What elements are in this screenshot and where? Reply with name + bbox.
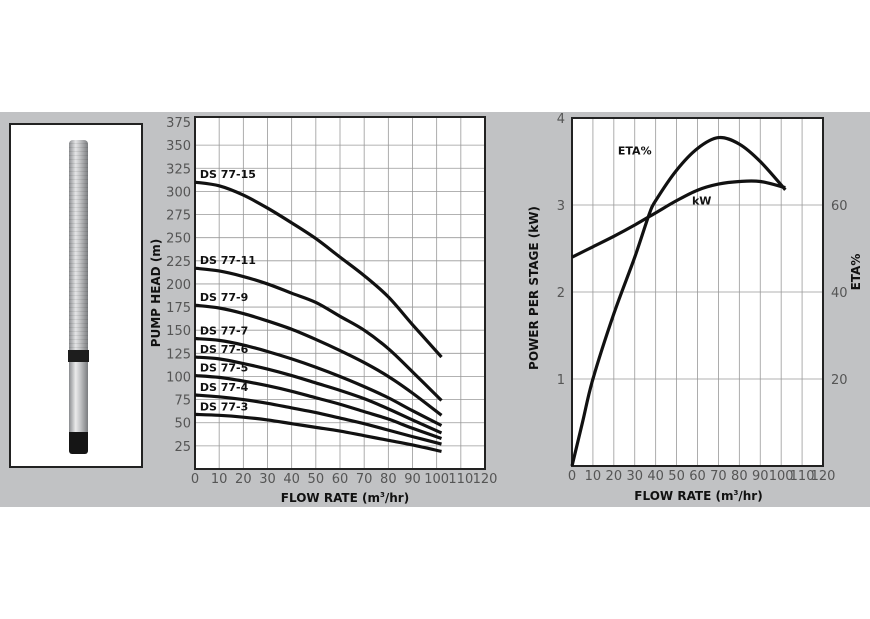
y2-tick-label: 60 — [831, 199, 848, 214]
pump-collar — [68, 350, 89, 362]
y-tick-label: 4 — [557, 112, 565, 127]
x-tick-label: 90 — [404, 472, 421, 487]
series-line-ds-77-7 — [194, 336, 443, 427]
x-tick-label: 60 — [689, 469, 706, 484]
y-tick-label: 1 — [557, 373, 565, 388]
x-tick-label: 30 — [259, 472, 276, 487]
y2-tick-label: 20 — [831, 373, 848, 388]
y-tick-label: 25 — [174, 440, 191, 455]
y-tick-label: 200 — [166, 278, 191, 293]
y-tick-label: 175 — [166, 301, 191, 316]
series-line-ds-77-6 — [194, 355, 443, 435]
series-line-ds-77-5 — [194, 373, 443, 440]
y-tick-label: 150 — [166, 324, 191, 339]
series-line-eta — [570, 135, 787, 467]
y2-tick-label: 40 — [831, 286, 848, 301]
submersible-pump-image — [68, 140, 89, 454]
x-tick-label: 120 — [473, 472, 498, 487]
pump-body — [69, 140, 88, 352]
y-tick-label: 225 — [166, 255, 191, 270]
x-tick-label: 80 — [731, 469, 748, 484]
pump-photo — [9, 123, 143, 468]
y-tick-label: 125 — [166, 347, 191, 362]
y-tick-label: 2 — [557, 286, 565, 301]
x-tick-label: 10 — [585, 469, 602, 484]
series-line-ds-77-4 — [194, 393, 442, 446]
x-tick-label: 70 — [356, 472, 373, 487]
y-axis-title: POWER PER STAGE (kW) — [527, 206, 541, 370]
y-tick-label: 100 — [166, 370, 191, 385]
x-tick-label: 20 — [606, 469, 623, 484]
x-tick-label: 100 — [769, 469, 794, 484]
series-line-ds-77-15 — [194, 180, 443, 359]
x-tick-label: 110 — [448, 472, 473, 487]
series-label: DS 77-15 — [200, 168, 256, 181]
x-axis-title: FLOW RATE (m3/hr) — [634, 489, 762, 503]
x-tick-label: 120 — [811, 469, 836, 484]
series-label: DS 77-11 — [200, 254, 256, 267]
x-tick-label: 80 — [380, 472, 397, 487]
x-tick-label: 50 — [668, 469, 685, 484]
x-tick-label: 70 — [710, 469, 727, 484]
x-tick-label: 60 — [332, 472, 349, 487]
series-label: kW — [692, 195, 711, 208]
motor-body — [69, 362, 88, 434]
series-line-ds-77-3 — [194, 412, 442, 453]
series-label: DS 77-5 — [200, 362, 248, 375]
y-tick-label: 3 — [557, 199, 565, 214]
motor-base — [69, 432, 88, 454]
y-tick-label: 50 — [174, 417, 191, 432]
plot-frame — [571, 117, 824, 467]
y-tick-label: 275 — [166, 209, 191, 224]
x-tick-label: 30 — [626, 469, 643, 484]
series-line-ds-77-11 — [194, 266, 443, 402]
y-tick-label: 375 — [166, 116, 191, 131]
x-tick-label: 100 — [424, 472, 449, 487]
y-axis-title: PUMP HEAD (m) — [149, 239, 163, 348]
y-tick-label: 300 — [166, 185, 191, 200]
y-tick-label: 250 — [166, 232, 191, 247]
series-label: DS 77-3 — [200, 400, 248, 413]
plot-frame — [194, 116, 486, 470]
y2-axis-title: ETA% — [849, 254, 863, 291]
x-tick-label: 20 — [235, 472, 252, 487]
x-axis-title: FLOW RATE (m3/hr) — [281, 491, 409, 505]
series-label: ETA% — [618, 145, 652, 158]
x-tick-label: 0 — [191, 472, 199, 487]
series-label: DS 77-9 — [200, 291, 248, 304]
series-line-ds-77-9 — [194, 303, 443, 417]
x-tick-label: 110 — [790, 469, 815, 484]
x-tick-label: 50 — [308, 472, 325, 487]
x-tick-label: 40 — [283, 472, 300, 487]
y-tick-label: 325 — [166, 162, 191, 177]
x-tick-label: 90 — [752, 469, 769, 484]
series-label: DS 77-7 — [200, 325, 248, 338]
y-tick-label: 350 — [166, 139, 191, 154]
series-label: DS 77-6 — [200, 343, 249, 356]
y-tick-label: 75 — [174, 394, 191, 409]
series-line-kw — [571, 179, 786, 259]
series-label: DS 77-4 — [200, 381, 249, 394]
x-tick-label: 40 — [647, 469, 664, 484]
x-tick-label: 0 — [568, 469, 576, 484]
x-tick-label: 10 — [211, 472, 228, 487]
